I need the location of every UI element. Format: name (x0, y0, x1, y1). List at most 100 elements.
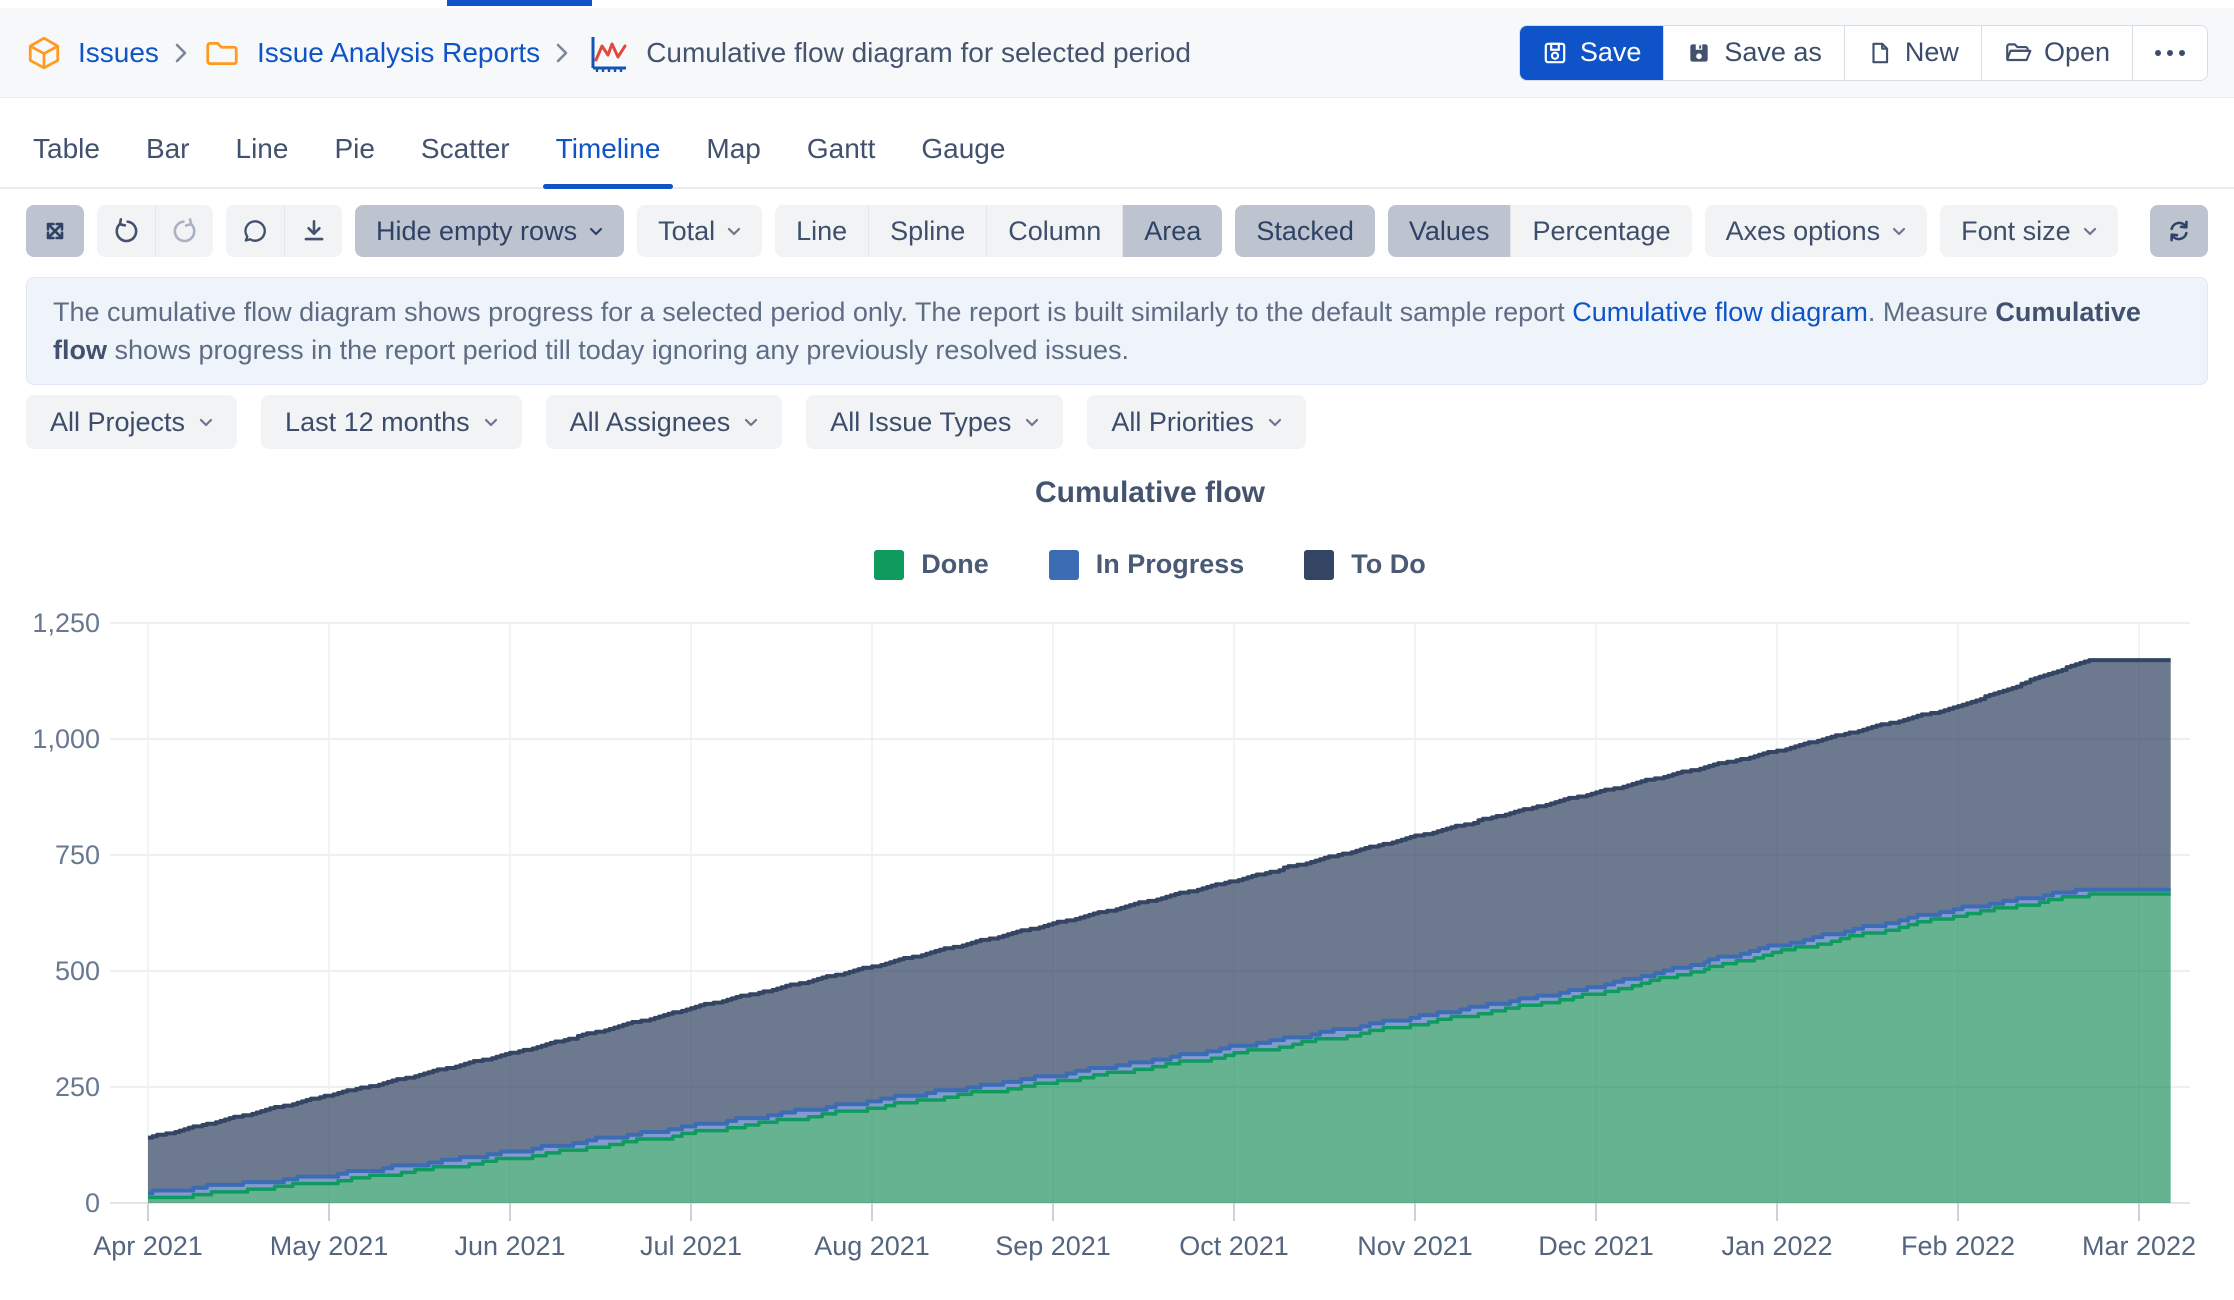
breadcrumb-link-folder[interactable]: Issue Analysis Reports (256, 36, 541, 68)
axes-options-dropdown[interactable]: Axes options (1704, 205, 1928, 257)
percentage-toggle[interactable]: Percentage (1510, 205, 1692, 257)
stacked-toggle[interactable]: Stacked (1235, 205, 1375, 257)
values-percentage-group: Values Percentage (1387, 205, 1692, 257)
chart-legend: Done In Progress To Do (110, 549, 2190, 580)
comment-button[interactable] (226, 205, 284, 257)
line-in-progress (148, 887, 2171, 1196)
breadcrumb: Issues Issue Analysis Reports Cumulative… (26, 30, 1191, 76)
y-axis-tick-label: 250 (55, 1072, 100, 1102)
redo-button[interactable] (155, 205, 213, 257)
legend-swatch-in-progress (1048, 549, 1079, 580)
x-axis-tick-label: Aug 2021 (814, 1231, 930, 1261)
tab-scatter[interactable]: Scatter (420, 133, 510, 164)
chevron-down-icon (1268, 418, 1281, 426)
timeline-type-group: Line Spline Column Area (775, 205, 1223, 257)
filter-assignees[interactable]: All Assignees (545, 395, 783, 449)
chevron-down-icon (728, 227, 741, 235)
tab-map[interactable]: Map (706, 133, 761, 164)
line-to-do (148, 658, 2171, 1140)
x-axis-tick-label: Oct 2021 (1179, 1231, 1289, 1261)
more-actions-button[interactable] (2132, 25, 2207, 80)
legend-item-to-do[interactable]: To Do (1304, 549, 1426, 580)
type-line-button[interactable]: Line (775, 205, 869, 257)
tab-gantt[interactable]: Gantt (806, 133, 876, 164)
x-axis-tick-label: Mar 2022 (2082, 1231, 2196, 1261)
tab-timeline[interactable]: Timeline (533, 123, 684, 189)
tab-table[interactable]: Table (33, 133, 100, 164)
top-tab-indicator (447, 0, 592, 6)
y-axis-tick-label: 1,250 (32, 608, 100, 638)
x-axis-tick-label: Jul 2021 (640, 1231, 742, 1261)
legend-swatch-to-do (1304, 549, 1335, 580)
top-strip (0, 0, 2234, 8)
filter-time[interactable]: Last 12 months (261, 395, 522, 449)
open-button[interactable]: Open (1980, 25, 2132, 80)
type-column-button[interactable]: Column (986, 205, 1123, 257)
type-area-button[interactable]: Area (1122, 205, 1223, 257)
export-button[interactable] (284, 205, 342, 257)
breadcrumb-link-issues[interactable]: Issues (78, 36, 159, 68)
save-as-button[interactable]: Save as (1663, 25, 1844, 80)
area-to-do (148, 660, 2171, 1194)
ellipsis-icon (2155, 49, 2185, 56)
app-cube-icon[interactable] (26, 35, 62, 71)
tab-bar[interactable]: Bar (145, 133, 190, 164)
legend-item-in-progress[interactable]: In Progress (1048, 549, 1244, 580)
tab-pie[interactable]: Pie (334, 133, 375, 164)
y-axis-tick-label: 0 (85, 1188, 100, 1218)
timeline-toolbar: Hide empty rows Total Line Spline Column… (26, 205, 2208, 257)
comment-export-group (226, 205, 342, 257)
x-axis-tick-label: Apr 2021 (93, 1231, 203, 1261)
report-chart-icon (584, 30, 630, 76)
chevron-down-icon (745, 418, 758, 426)
description-text: shows progress in the report period till… (107, 335, 1130, 365)
chevron-down-icon (1026, 418, 1039, 426)
report-description: The cumulative flow diagram shows progre… (26, 277, 2208, 385)
y-axis-tick-label: 1,000 (32, 724, 100, 754)
type-spline-button[interactable]: Spline (868, 205, 987, 257)
chart-title: Cumulative flow (1034, 476, 1266, 509)
report-actions: Save Save as New Open (1518, 24, 2208, 81)
x-axis-tick-label: Jun 2021 (454, 1231, 565, 1261)
hide-empty-rows-dropdown[interactable]: Hide empty rows (355, 205, 625, 257)
description-text: Cumulative flow (53, 297, 2141, 365)
folder-icon (203, 35, 241, 71)
description-text: . Measure (1867, 297, 1996, 327)
chevron-down-icon (199, 418, 213, 426)
save-button[interactable]: Save (1519, 25, 1664, 80)
expand-arrows-icon (46, 222, 64, 240)
chevron-down-icon (2083, 227, 2096, 235)
filter-priorities[interactable]: All Priorities (1087, 395, 1306, 449)
area-done (148, 894, 2171, 1203)
filter-issue-types[interactable]: All Issue Types (806, 395, 1064, 449)
x-axis-tick-label: Jan 2022 (1721, 1231, 1832, 1261)
new-button[interactable]: New (1843, 25, 1981, 80)
font-size-dropdown[interactable]: Font size (1940, 205, 2118, 257)
undo-button[interactable] (97, 205, 155, 257)
undo-icon (115, 218, 138, 243)
download-icon (304, 220, 323, 241)
filter-bar: All Projects Last 12 months All Assignee… (26, 395, 1306, 449)
page-title: Cumulative flow diagram for selected per… (646, 36, 1191, 68)
x-axis-tick-label: Nov 2021 (1357, 1231, 1473, 1261)
chevron-down-icon (484, 418, 497, 426)
legend-swatch-done (874, 549, 905, 580)
x-axis-tick-label: May 2021 (270, 1231, 389, 1261)
description-link[interactable]: Cumulative flow diagram (1572, 297, 1868, 327)
line-done (148, 892, 2171, 1200)
total-dropdown[interactable]: Total (637, 205, 763, 257)
y-axis-tick-label: 500 (55, 956, 100, 986)
filter-projects[interactable]: All Projects (26, 395, 238, 449)
cumulative-flow-chart: 0 250 500 750 1,000 1,250 Apr 2021 May 2021 Jun … (32, 608, 2196, 1261)
expand-button[interactable] (26, 205, 84, 257)
comment-bubble-icon (244, 220, 266, 242)
tab-line[interactable]: Line (235, 133, 289, 164)
values-toggle[interactable]: Values (1387, 205, 1511, 257)
chevron-right-icon (556, 42, 568, 64)
tab-gauge[interactable]: Gauge (921, 133, 1006, 164)
chart-type-tabs: Table Bar Line Pie Scatter Timeline Map … (0, 99, 2234, 189)
x-axis-tick-label: Dec 2021 (1538, 1231, 1654, 1261)
legend-item-done[interactable]: Done (874, 549, 989, 580)
refresh-button[interactable] (2150, 205, 2208, 257)
x-axis-tick-label: Feb 2022 (1901, 1231, 2015, 1261)
